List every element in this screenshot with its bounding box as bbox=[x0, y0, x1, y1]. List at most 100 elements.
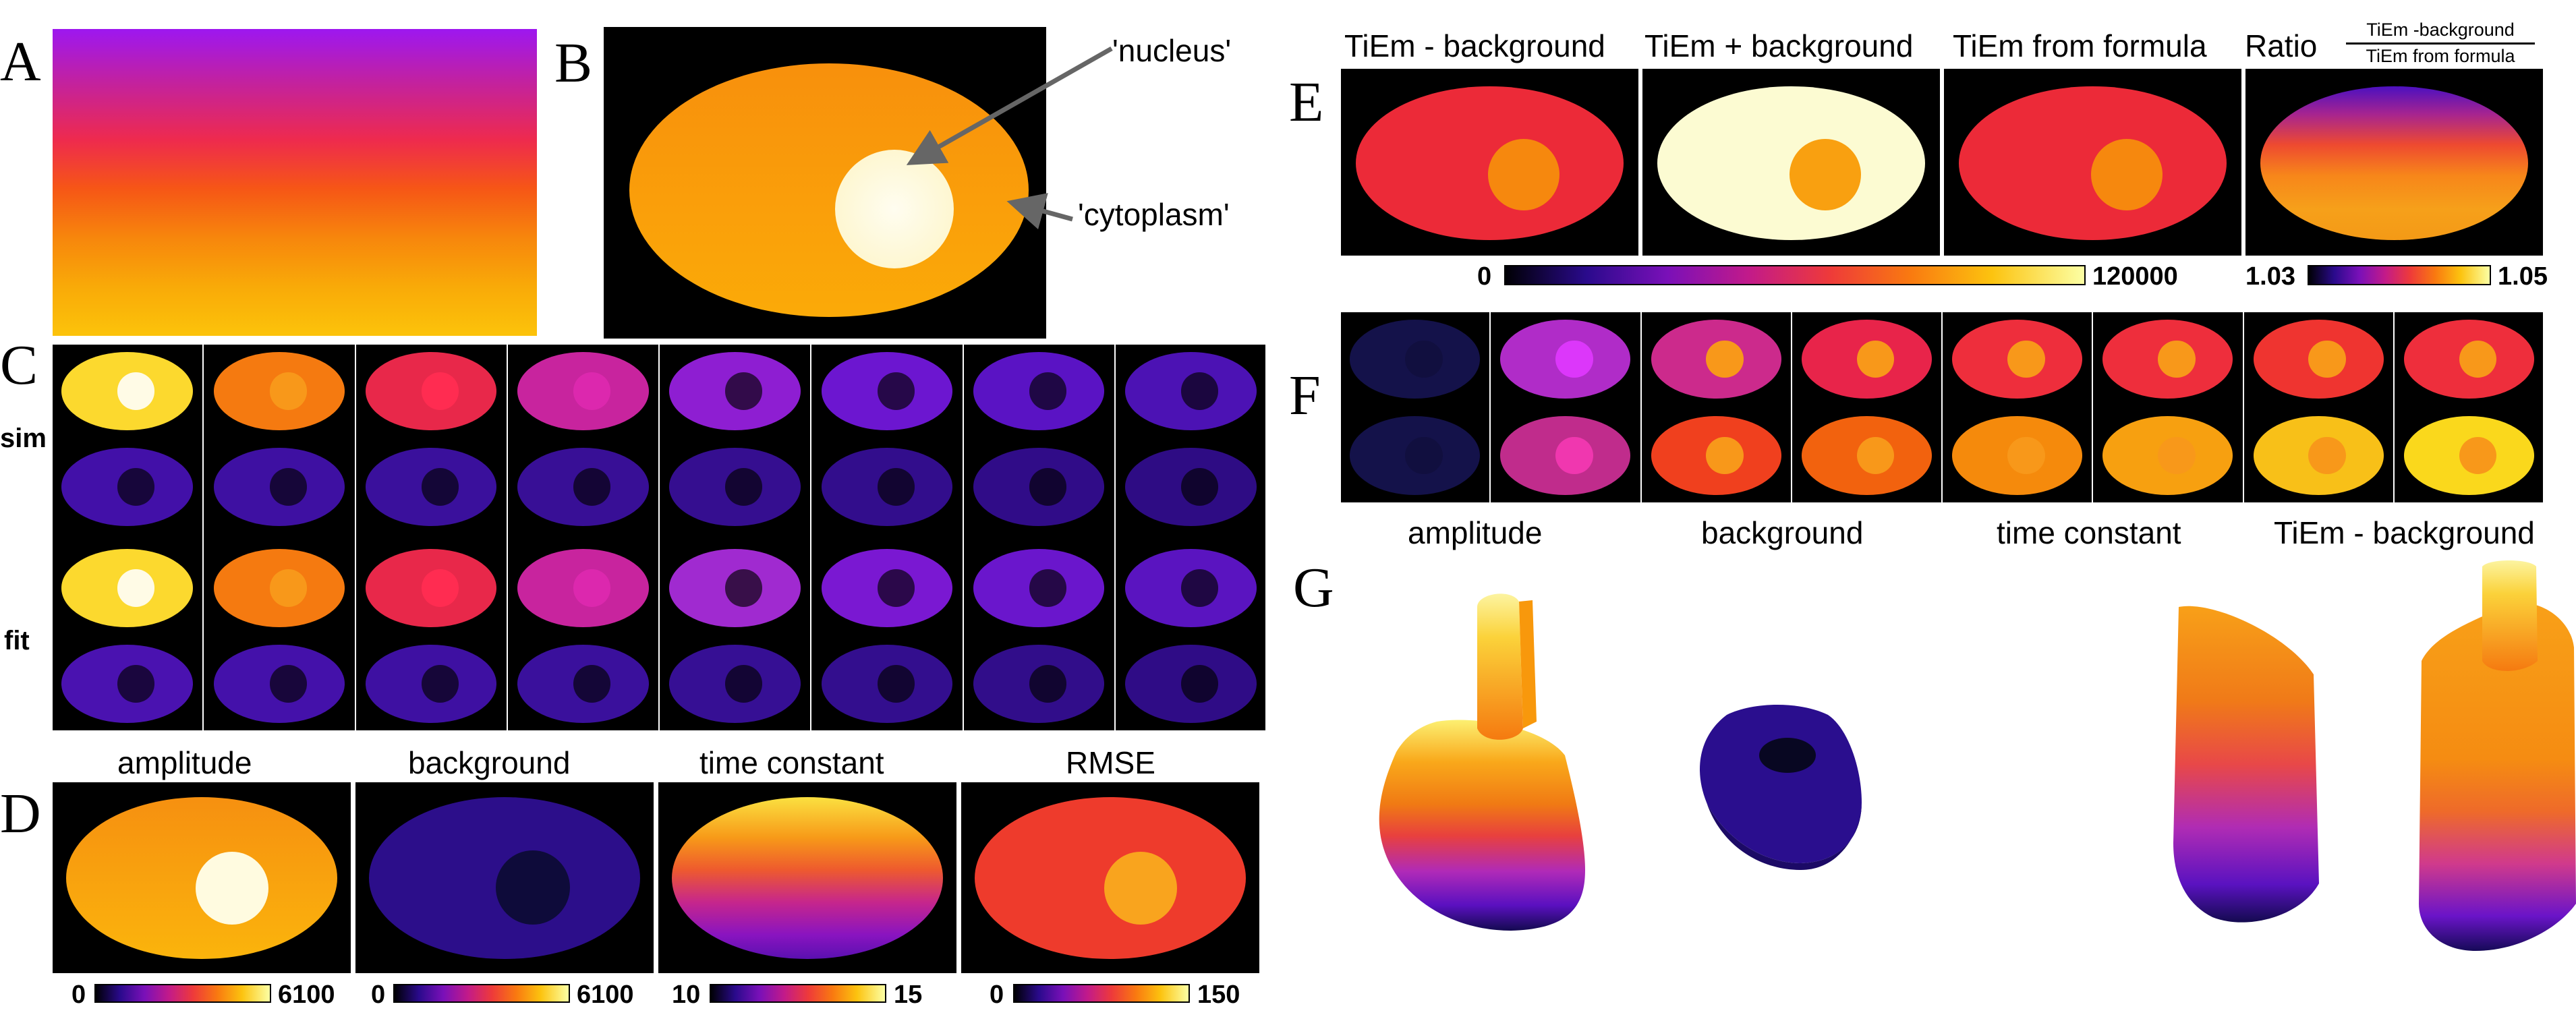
nucleus-circle bbox=[1029, 569, 1066, 607]
nucleus-circle bbox=[1181, 372, 1219, 410]
grid-divider bbox=[1790, 312, 1792, 502]
panel-c-letter: C bbox=[0, 334, 38, 397]
panel-e-letter: E bbox=[1289, 71, 1324, 134]
nucleus-circle bbox=[573, 468, 611, 506]
nucleus-circle bbox=[573, 665, 611, 703]
e-ratio-fraction-bar bbox=[2346, 42, 2535, 45]
grid-cell bbox=[204, 542, 354, 635]
e-ratio-denominator: TiEm from formula bbox=[2366, 45, 2515, 66]
nucleus-circle bbox=[2091, 139, 2163, 210]
e-main-colorbar bbox=[1504, 265, 2086, 285]
grid-divider bbox=[202, 345, 204, 730]
cytoplasm-ellipse bbox=[2260, 86, 2528, 240]
grid-cell bbox=[1792, 409, 1941, 502]
grid-cell bbox=[1341, 409, 1489, 502]
grid-cell bbox=[508, 637, 658, 730]
nucleus-circle bbox=[1404, 436, 1443, 475]
grid-cell bbox=[508, 345, 658, 438]
grid-cell bbox=[660, 542, 810, 635]
d-rmse-colorbar-max: 150 bbox=[1197, 981, 1240, 1009]
nucleus-circle bbox=[877, 372, 915, 410]
grid-divider bbox=[658, 345, 660, 730]
panel-b-arrows bbox=[906, 46, 1113, 230]
e-title-minus-background: TiEm - background bbox=[1344, 28, 1605, 63]
panel-b-image bbox=[604, 27, 1046, 339]
grid-cell bbox=[812, 637, 962, 730]
grid-cell bbox=[1943, 409, 2092, 502]
nucleus-circle bbox=[1706, 340, 1744, 378]
e-ratio-title: Ratio bbox=[2245, 28, 2318, 63]
nucleus-circle bbox=[835, 150, 954, 268]
row-label-sim: sim bbox=[0, 424, 47, 453]
d-title-rmse: RMSE bbox=[1066, 745, 1155, 780]
grid-divider bbox=[506, 345, 508, 730]
nucleus-circle bbox=[1488, 139, 1559, 210]
grid-cell bbox=[1642, 409, 1790, 502]
nucleus-circle bbox=[117, 468, 155, 506]
nucleus-circle bbox=[421, 569, 459, 607]
grid-cell bbox=[2094, 312, 2242, 406]
nucleus-circle bbox=[1856, 436, 1895, 475]
grid-cell bbox=[1943, 312, 2092, 406]
e-main-colorbar-min: 0 bbox=[1477, 262, 1492, 291]
grid-cell bbox=[964, 440, 1114, 533]
grid-cell bbox=[812, 440, 962, 533]
nucleus-circle bbox=[1181, 665, 1219, 703]
d-background-colorbar bbox=[393, 984, 570, 1003]
nucleus-circle bbox=[269, 665, 307, 703]
grid-divider bbox=[2242, 312, 2244, 502]
grid-cell bbox=[2094, 409, 2242, 502]
nucleus-circle bbox=[1181, 569, 1219, 607]
e-divider bbox=[2243, 69, 2245, 256]
e-ratio-colorbar-min: 1.03 bbox=[2245, 262, 2295, 291]
grid-divider bbox=[1941, 312, 1943, 502]
f-label-tiem-minus-background: TiEm - background bbox=[2274, 515, 2535, 550]
nucleus-circle bbox=[2459, 340, 2497, 378]
grid-cell bbox=[660, 345, 810, 438]
grid-cell bbox=[1116, 440, 1265, 533]
grid-cell bbox=[2244, 312, 2393, 406]
d-rmse-colorbar-min: 0 bbox=[990, 981, 1004, 1009]
e-ratio-image bbox=[2245, 69, 2543, 256]
nucleus-circle bbox=[2308, 436, 2347, 475]
d-amplitude-colorbar bbox=[94, 984, 271, 1003]
nucleus-circle bbox=[2308, 340, 2347, 378]
g-tiem-minus-background-surface bbox=[2419, 560, 2576, 951]
grid-cell bbox=[1491, 409, 1640, 502]
nucleus-circle bbox=[1029, 468, 1066, 506]
e-ratio-fraction: TiEm -background TiEm from formula bbox=[2346, 20, 2535, 66]
nucleus-circle bbox=[1029, 665, 1066, 703]
grid-cell bbox=[356, 345, 506, 438]
nucleus-circle bbox=[421, 468, 459, 506]
cytoplasm-ellipse bbox=[672, 797, 943, 959]
nucleus-circle bbox=[1029, 372, 1066, 410]
e-ratio-numerator: TiEm -background bbox=[2366, 20, 2515, 40]
nucleus-circle bbox=[573, 569, 611, 607]
nucleus-circle bbox=[117, 569, 155, 607]
nucleus-circle bbox=[2007, 436, 2045, 475]
nucleus-circle bbox=[1555, 340, 1593, 378]
e-plus-background-image bbox=[1642, 69, 1940, 256]
grid-cell bbox=[2395, 409, 2543, 502]
grid-cell bbox=[53, 440, 202, 533]
d-background-colorbar-min: 0 bbox=[371, 981, 386, 1009]
nucleus-circle bbox=[269, 569, 307, 607]
d-title-amplitude: amplitude bbox=[117, 745, 252, 780]
grid-cell bbox=[508, 542, 658, 635]
d-time-constant-image bbox=[658, 782, 956, 973]
grid-divider bbox=[1114, 345, 1116, 730]
nucleus-circle bbox=[877, 569, 915, 607]
grid-cell bbox=[1491, 312, 1640, 406]
nucleus-circle bbox=[196, 852, 268, 925]
nucleus-circle bbox=[1181, 468, 1219, 506]
grid-divider bbox=[1640, 312, 1642, 502]
d-amplitude-colorbar-min: 0 bbox=[71, 981, 86, 1009]
grid-cell bbox=[204, 637, 354, 730]
grid-cell bbox=[356, 637, 506, 730]
grid-divider bbox=[2393, 312, 2395, 502]
row-label-fit: fit bbox=[4, 626, 30, 656]
nucleus-circle bbox=[2007, 340, 2045, 378]
panel-a-letter: A bbox=[0, 30, 41, 93]
f-label-background: background bbox=[1701, 515, 1864, 550]
nucleus-circle bbox=[877, 468, 915, 506]
